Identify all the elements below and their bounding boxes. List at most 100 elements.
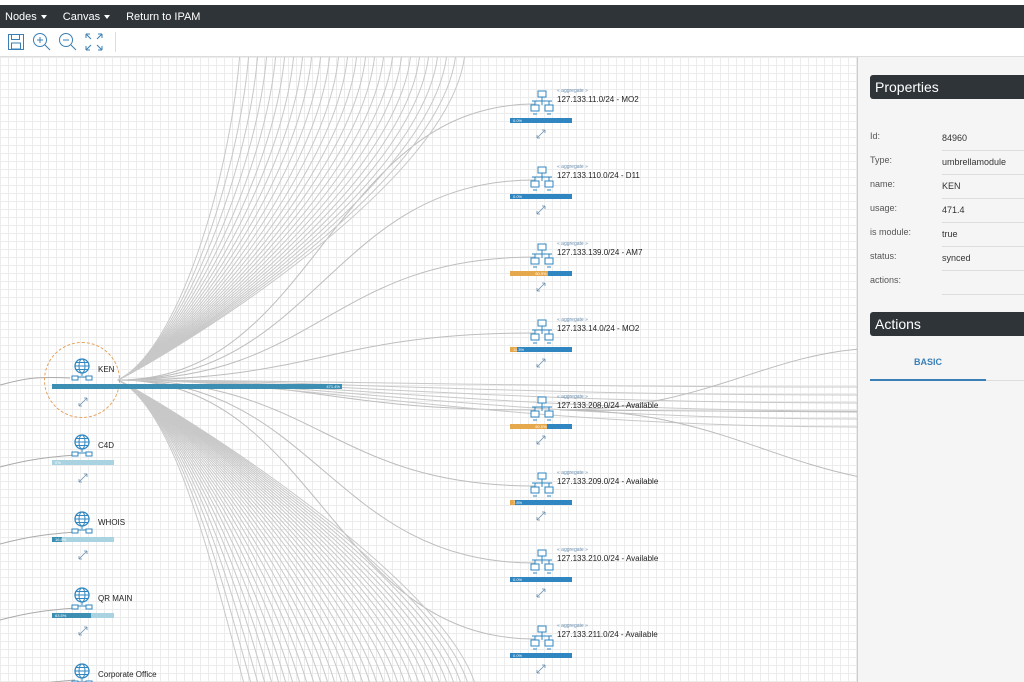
expand-button[interactable] <box>78 470 88 483</box>
usage-label: 0% <box>55 460 61 465</box>
usage-label: 0.0% <box>513 653 523 658</box>
usage-bar: 60.0% <box>510 424 572 429</box>
umbrella-globe-icon <box>71 358 93 381</box>
aggregate-title: 127.133.211.0/24 - Available <box>557 630 658 639</box>
umbrella-globe-icon <box>71 511 93 534</box>
caret-down-icon <box>104 14 111 19</box>
zoom-out-icon <box>59 33 77 51</box>
usage-label: 63.5% <box>55 613 67 618</box>
network-icon <box>530 625 554 650</box>
edge <box>117 332 536 381</box>
tab-basic[interactable]: BASIC <box>870 347 986 381</box>
expand-button[interactable] <box>536 508 546 521</box>
expand-icon <box>536 205 546 215</box>
edge <box>117 256 536 381</box>
edge <box>117 57 303 381</box>
usage-label: 0.0% <box>513 194 523 199</box>
edge <box>559 409 857 477</box>
property-value: KEN <box>942 181 1024 199</box>
umbrella-title: KEN <box>98 365 115 374</box>
edge <box>117 379 314 682</box>
edge <box>117 379 280 682</box>
aggregate-tag: « aggregate » <box>557 470 588 476</box>
edge <box>117 57 420 381</box>
save-button[interactable] <box>5 31 27 53</box>
expand-button[interactable] <box>536 126 546 139</box>
expand-icon <box>536 129 546 139</box>
property-value: true <box>942 229 1024 247</box>
usage-label: 11.3% <box>513 347 525 352</box>
expand-button[interactable] <box>536 202 546 215</box>
umbrella-title: C4D <box>98 441 115 450</box>
usage-bar: 0.0% <box>510 577 572 582</box>
usage-bar: 16.8% <box>52 537 114 542</box>
zoom-out-button[interactable] <box>57 31 79 53</box>
tab-divider <box>986 380 1024 381</box>
umbrella-title: QR MAIN <box>98 594 133 603</box>
selection-ring <box>44 342 120 418</box>
edge <box>117 379 308 682</box>
expand-button[interactable] <box>536 432 546 445</box>
zoom-in-icon <box>33 33 51 51</box>
expand-icon <box>78 473 88 483</box>
property-value: synced <box>942 253 1024 271</box>
network-icon <box>530 319 554 344</box>
zoom-in-button[interactable] <box>31 31 53 53</box>
edge <box>117 179 536 381</box>
usage-bar: 7.8% <box>510 500 572 505</box>
aggregate-title: 127.133.209.0/24 - Available <box>557 477 659 486</box>
canvas-menu[interactable]: Canvas <box>63 11 111 23</box>
expand-icon <box>536 435 546 445</box>
umbrella-globe-icon <box>71 663 93 682</box>
umbrella-globe-icon <box>71 434 93 457</box>
aggregate-tag: « aggregate » <box>557 394 588 400</box>
nodes-menu[interactable]: Nodes <box>5 11 47 23</box>
edge <box>117 379 536 640</box>
network-icon <box>530 243 554 268</box>
top-menu-bar: Nodes Canvas Return to IPAM <box>0 5 1024 28</box>
aggregate-title: 127.133.139.0/24 - AM7 <box>557 248 643 257</box>
return-to-ipam-link[interactable]: Return to IPAM <box>126 10 201 23</box>
actions-header: Actions <box>870 312 1024 336</box>
edge <box>117 57 348 381</box>
aggregate-tag: « aggregate » <box>557 623 588 629</box>
expand-button[interactable] <box>536 585 546 598</box>
toolbar-divider <box>115 32 116 52</box>
property-row: Type: umbrellamodule <box>870 151 1024 175</box>
umbrella-globe-icon <box>71 587 93 610</box>
expand-button[interactable] <box>78 623 88 636</box>
usage-bar: 471.4% <box>52 384 342 389</box>
usage-label: 60.9% <box>535 271 547 276</box>
property-key: Id: <box>870 131 881 141</box>
expand-icon <box>78 550 88 560</box>
network-canvas[interactable]: « aggregate » 127.133.11.0/24 - MO2 0.0%… <box>0 57 857 682</box>
property-key: name: <box>870 179 896 189</box>
edge <box>117 379 857 428</box>
network-icon <box>530 166 554 191</box>
expand-icon <box>536 282 546 292</box>
usage-bar: 60.9% <box>510 271 572 276</box>
expand-button[interactable] <box>536 279 546 292</box>
expand-icon <box>78 397 88 407</box>
usage-bar: 0.0% <box>510 653 572 658</box>
expand-button[interactable] <box>78 547 88 560</box>
aggregate-tag: « aggregate » <box>557 241 588 247</box>
edge <box>559 348 857 411</box>
expand-button[interactable] <box>78 394 88 407</box>
expand-button[interactable] <box>536 661 546 674</box>
edge <box>0 607 76 621</box>
edge <box>117 379 349 682</box>
usage-label: 16.8% <box>55 537 67 542</box>
expand-icon <box>536 664 546 674</box>
network-icon <box>530 396 554 421</box>
fit-screen-button[interactable] <box>83 31 105 53</box>
aggregate-title: 127.133.208.0/24 - Available <box>557 401 659 410</box>
expand-button[interactable] <box>536 355 546 368</box>
expand-icon <box>536 358 546 368</box>
property-key: actions: <box>870 275 902 285</box>
usage-bar: 0% <box>52 460 114 465</box>
usage-bar: 0.0% <box>510 118 572 123</box>
aggregate-title: 127.133.110.0/24 - D11 <box>557 171 640 180</box>
network-icon <box>530 90 554 115</box>
edge <box>117 379 266 682</box>
